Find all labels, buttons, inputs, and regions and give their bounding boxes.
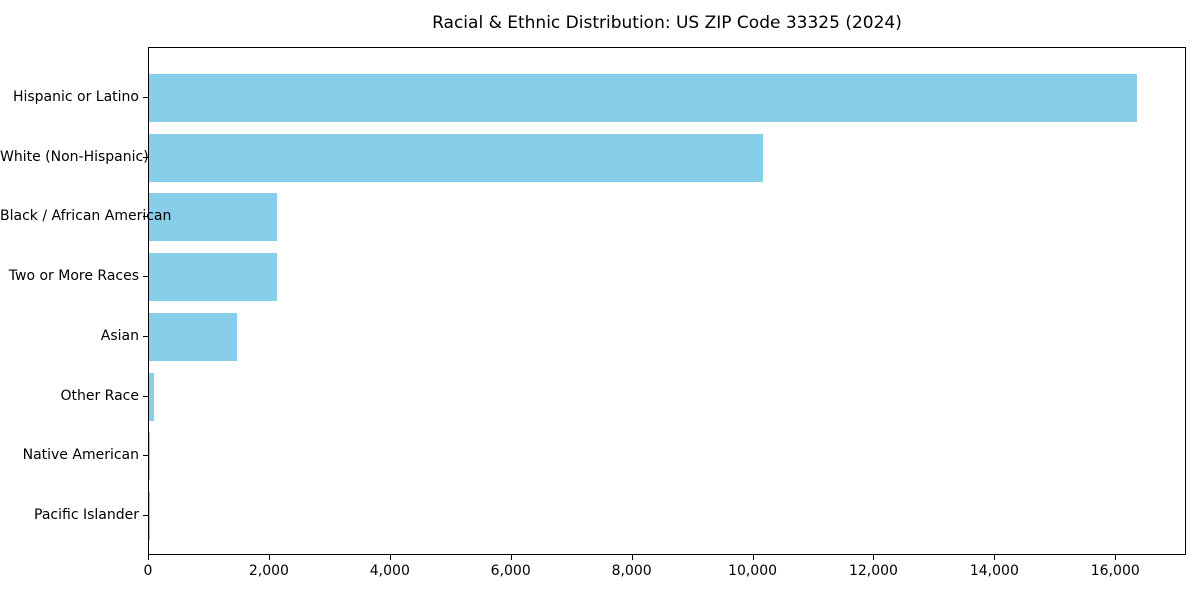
x-axis-tick	[631, 555, 633, 560]
y-axis-label-white-non-hispanic: White (Non-Hispanic)	[0, 148, 149, 165]
plot-area	[148, 47, 1186, 555]
x-axis-label-14000: 14,000	[969, 563, 1019, 579]
bar-asian	[149, 312, 238, 361]
bar-white-non-hispanic	[149, 133, 764, 182]
x-axis-tick	[268, 555, 270, 560]
x-axis-label-2000: 2,000	[248, 563, 289, 579]
x-axis-label-12000: 12,000	[848, 563, 898, 579]
y-axis-label-pacific-islander: Pacific Islander	[34, 506, 139, 523]
bar-two-or-more-races	[149, 253, 277, 302]
y-axis-label-native-american: Native American	[22, 447, 139, 464]
y-axis-label-two-or-more-races: Two or More Races	[8, 268, 139, 285]
x-axis-tick	[994, 555, 996, 560]
y-axis-tick	[143, 395, 148, 397]
x-axis-tick	[752, 555, 754, 560]
y-axis-label-asian: Asian	[100, 327, 139, 344]
y-axis-tick	[143, 455, 148, 457]
x-axis-tick	[510, 555, 512, 560]
y-axis-label-black-african-american: Black / African American	[0, 208, 172, 225]
x-axis-tick	[873, 555, 875, 560]
x-axis-label-8000: 8,000	[611, 563, 652, 579]
x-axis-label-16000: 16,000	[1090, 563, 1140, 579]
y-axis-tick	[143, 216, 148, 218]
x-axis-label-6000: 6,000	[490, 563, 531, 579]
x-axis-label-0: 0	[143, 563, 153, 579]
x-axis-tick	[1115, 555, 1117, 560]
x-axis-label-10000: 10,000	[728, 563, 778, 579]
bar-native-american	[149, 432, 151, 481]
x-axis-tick	[148, 555, 149, 560]
bar-hispanic-or-latino	[149, 74, 1137, 122]
y-axis-tick	[143, 276, 148, 278]
y-axis-tick	[143, 97, 148, 98]
x-axis-tick	[389, 555, 391, 560]
y-axis-tick	[143, 156, 148, 158]
y-axis-tick	[143, 335, 148, 337]
bar-black-african-american	[149, 193, 277, 242]
y-axis-label-other-race: Other Race	[60, 387, 139, 404]
bar-other-race	[149, 372, 154, 421]
x-axis-label-4000: 4,000	[369, 563, 410, 579]
chart-title: Racial & Ethnic Distribution: US ZIP Cod…	[432, 13, 902, 33]
y-axis-label-hispanic-or-latino: Hispanic or Latino	[12, 89, 139, 105]
y-axis-tick	[143, 514, 148, 516]
